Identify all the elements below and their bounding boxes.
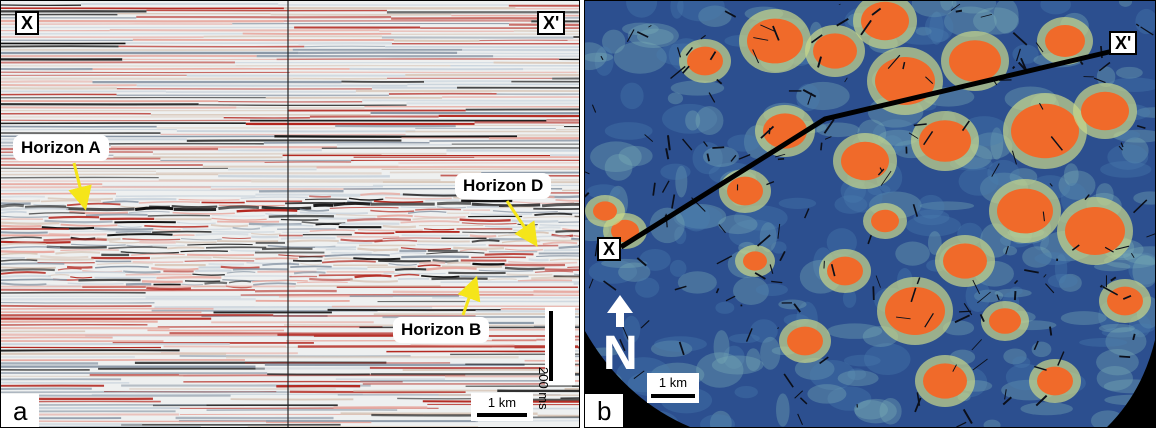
map-line-start-label: X bbox=[597, 237, 622, 261]
horizontal-scale-label: 1 km bbox=[487, 395, 517, 410]
section-line-x-x-prime bbox=[619, 44, 1131, 250]
horizontal-scale-bar: 1 km bbox=[471, 393, 533, 421]
seismic-section-panel: X X' Horizon A Horizon D Horizon B 200 m… bbox=[0, 0, 580, 428]
north-arrow: N bbox=[603, 293, 638, 383]
north-arrow-icon bbox=[607, 295, 633, 327]
map-line-end-label: X' bbox=[1109, 31, 1138, 55]
map-scale-bar: 1 km bbox=[647, 373, 699, 403]
seismic-section-image bbox=[1, 1, 579, 427]
north-label: N bbox=[603, 327, 638, 380]
horizon-d-label: Horizon D bbox=[455, 173, 552, 199]
horizon-a-label: Horizon A bbox=[13, 135, 109, 161]
vertical-scale-bar: 200 ms bbox=[536, 307, 575, 410]
vertical-scale-label: 200 ms bbox=[536, 367, 551, 410]
panel-a-letter: a bbox=[1, 394, 40, 427]
panel-b-letter: b bbox=[585, 394, 624, 427]
horizon-b-label: Horizon B bbox=[393, 317, 490, 343]
section-end-label: X' bbox=[537, 11, 566, 35]
map-scale-label: 1 km bbox=[658, 375, 688, 390]
section-start-label: X bbox=[15, 11, 40, 35]
attribute-map-panel: X X' N 1 km b bbox=[584, 0, 1156, 428]
